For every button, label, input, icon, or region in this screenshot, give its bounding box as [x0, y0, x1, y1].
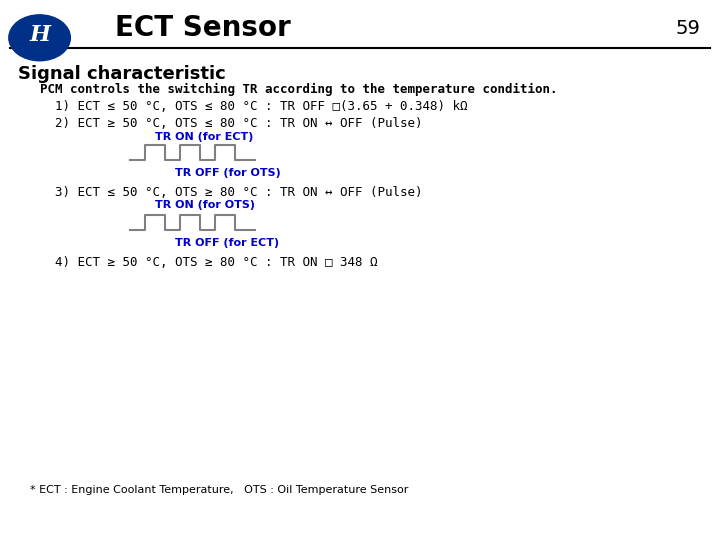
Text: 59: 59 [675, 18, 700, 37]
Text: TR ON (for ECT): TR ON (for ECT) [155, 132, 253, 142]
Ellipse shape [9, 15, 71, 60]
Text: TR OFF (for OTS): TR OFF (for OTS) [175, 168, 281, 178]
Text: 1) ECT ≤ 50 °C, OTS ≤ 80 °C : TR OFF □(3.65 + 0.348) kΩ: 1) ECT ≤ 50 °C, OTS ≤ 80 °C : TR OFF □(3… [55, 100, 467, 113]
Text: 4) ECT ≥ 50 °C, OTS ≥ 80 °C : TR ON □ 348 Ω: 4) ECT ≥ 50 °C, OTS ≥ 80 °C : TR ON □ 34… [55, 256, 377, 269]
Text: HYUNDAI: HYUNDAI [22, 52, 58, 58]
Text: TR OFF (for ECT): TR OFF (for ECT) [175, 238, 279, 248]
Text: TR ON (for OTS): TR ON (for OTS) [155, 200, 255, 210]
Text: H: H [29, 24, 50, 46]
Text: PCM controls the switching TR according to the temperature condition.: PCM controls the switching TR according … [40, 83, 557, 96]
Text: * ECT : Engine Coolant Temperature,   OTS : Oil Temperature Sensor: * ECT : Engine Coolant Temperature, OTS … [30, 485, 408, 495]
Text: 2) ECT ≥ 50 °C, OTS ≤ 80 °C : TR ON ↔ OFF (Pulse): 2) ECT ≥ 50 °C, OTS ≤ 80 °C : TR ON ↔ OF… [55, 117, 423, 130]
Text: ECT Sensor: ECT Sensor [115, 14, 291, 42]
Text: Signal characteristic: Signal characteristic [18, 65, 226, 83]
Text: 3) ECT ≤ 50 °C, OTS ≥ 80 °C : TR ON ↔ OFF (Pulse): 3) ECT ≤ 50 °C, OTS ≥ 80 °C : TR ON ↔ OF… [55, 186, 423, 199]
